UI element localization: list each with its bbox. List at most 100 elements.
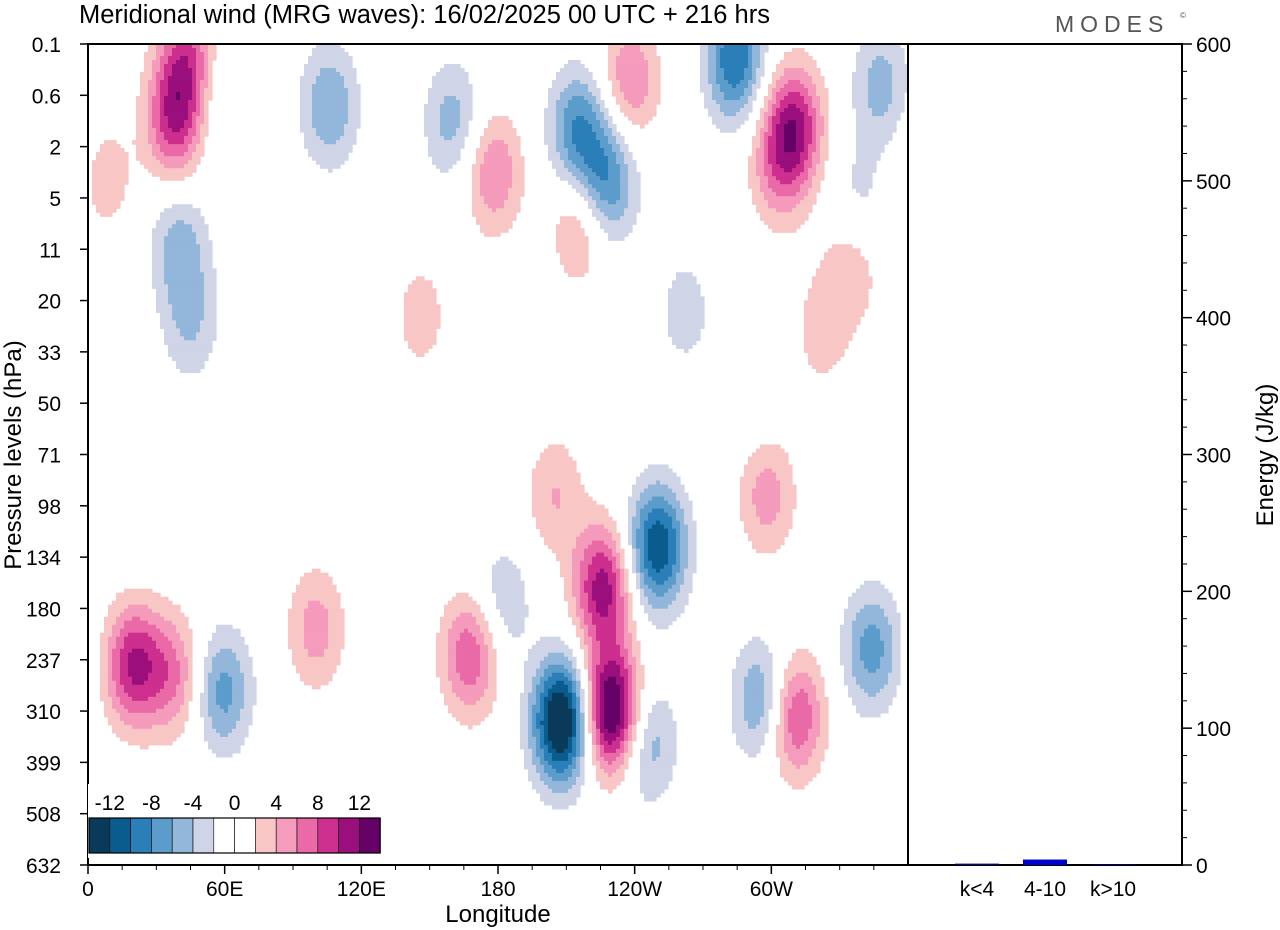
- field-cell: [780, 712, 785, 718]
- field-cell: [796, 136, 805, 141]
- field-cell: [476, 148, 489, 153]
- field-cell: [628, 680, 633, 686]
- field-cell: [644, 560, 653, 566]
- field-cell: [424, 116, 441, 121]
- field-cell: [724, 112, 737, 117]
- field-cell: [792, 700, 809, 706]
- field-cell: [456, 660, 481, 666]
- field-cell: [152, 116, 161, 121]
- field-cell: [196, 64, 205, 69]
- field-cell: [136, 120, 149, 125]
- field-cell: [624, 732, 629, 738]
- field-cell: [572, 664, 577, 670]
- field-cell: [816, 740, 829, 746]
- field-cell: [628, 200, 641, 205]
- field-cell: [164, 256, 201, 261]
- field-cell: [628, 528, 633, 534]
- field-cell: [308, 148, 353, 153]
- field-cell: [164, 268, 201, 273]
- field-cell: [584, 640, 593, 646]
- field-cell: [744, 708, 765, 714]
- field-cell: [532, 684, 537, 690]
- field-cell: [592, 744, 597, 750]
- field-cell: [780, 756, 789, 762]
- field-cell: [800, 184, 813, 189]
- field-cell: [536, 716, 545, 722]
- field-cell: [816, 148, 821, 153]
- field-cell: [440, 628, 449, 634]
- field-cell: [144, 64, 153, 69]
- field-cell: [520, 700, 529, 706]
- field-cell: [640, 760, 677, 766]
- field-cell: [624, 620, 629, 626]
- field-cell: [788, 104, 797, 109]
- field-cell: [784, 728, 789, 734]
- field-cell: [168, 284, 205, 289]
- field-cell: [856, 120, 897, 125]
- field-cell: [600, 208, 625, 213]
- field-cell: [892, 68, 908, 73]
- field-cell: [868, 104, 889, 109]
- field-cell: [476, 700, 493, 706]
- field-cell: [780, 76, 813, 81]
- field-cell: [800, 188, 809, 193]
- field-cell: [168, 228, 193, 233]
- field-cell: [452, 624, 481, 630]
- field-cell: [752, 52, 761, 57]
- field-cell: [756, 548, 777, 554]
- field-cell: [640, 772, 673, 778]
- field-cell: [596, 692, 601, 698]
- field-cell: [156, 224, 173, 229]
- field-cell: [604, 152, 617, 157]
- y-tick-label: 11: [39, 239, 61, 262]
- field-cell: [156, 640, 173, 646]
- field-cell: [204, 676, 209, 682]
- field-cell: [188, 656, 193, 662]
- field-cell: [652, 508, 665, 514]
- field-cell: [140, 72, 153, 77]
- field-cell: [552, 548, 573, 554]
- field-cell: [740, 488, 753, 494]
- field-cell: [548, 688, 569, 694]
- field-cell: [596, 744, 601, 750]
- field-cell: [640, 560, 645, 566]
- field-cell: [476, 676, 489, 682]
- field-cell: [644, 728, 677, 734]
- field-cell: [812, 680, 825, 686]
- field-cell: [748, 668, 761, 674]
- field-cell: [860, 712, 881, 718]
- field-cell: [572, 592, 581, 598]
- field-cell: [764, 144, 769, 149]
- field-cell: [536, 464, 577, 470]
- field-cell: [584, 116, 597, 121]
- field-cell: [732, 704, 745, 710]
- field-cell: [480, 696, 497, 702]
- field-cell: [732, 712, 745, 718]
- field-cell: [164, 72, 173, 77]
- field-cell: [580, 732, 585, 738]
- field-cell: [540, 532, 581, 538]
- field-cell: [808, 188, 821, 193]
- field-cell: [564, 652, 573, 658]
- field-cell: [188, 100, 197, 105]
- field-cell: [768, 84, 777, 89]
- field-cell: [632, 720, 637, 726]
- field-cell: [624, 756, 629, 762]
- field-cell: [528, 720, 533, 726]
- field-cell: [812, 128, 817, 133]
- field-cell: [812, 276, 873, 281]
- field-cell: [492, 584, 525, 590]
- field-cell: [632, 552, 637, 558]
- field-cell: [600, 176, 609, 181]
- field-cell: [772, 188, 801, 193]
- field-cell: [620, 652, 629, 658]
- field-cell: [868, 96, 893, 101]
- field-cell: [664, 564, 673, 570]
- field-cell: [840, 628, 853, 634]
- field-cell: [580, 152, 605, 157]
- field-cell: [852, 652, 861, 658]
- field-cell: [192, 116, 197, 121]
- field-cell: [216, 684, 233, 690]
- field-cell: [312, 48, 345, 53]
- field-cell: [764, 140, 769, 145]
